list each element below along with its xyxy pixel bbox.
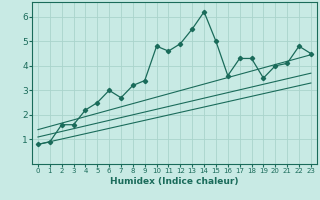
X-axis label: Humidex (Indice chaleur): Humidex (Indice chaleur) [110,177,239,186]
